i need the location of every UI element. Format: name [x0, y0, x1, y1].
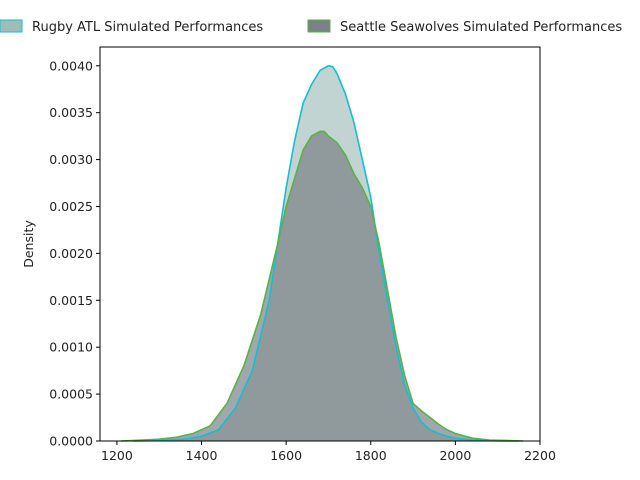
y-tick-label: 0.0035 [49, 105, 93, 120]
plot-frame [99, 46, 541, 442]
density-line-series-2 [121, 130, 524, 442]
x-axis: 1200 1400 1600 1800 2000 2200 [101, 441, 556, 463]
legend-label-series-2: Seattle Seawolves Simulated Performances [340, 20, 622, 35]
y-tick-label: 0.0010 [49, 340, 93, 355]
y-axis: 0.0000 0.0005 0.0010 0.0015 0.0020 0.0025 0.00… [49, 58, 100, 449]
legend-swatch-series-1 [0, 19, 23, 33]
y-tick-label: 0.0030 [49, 152, 93, 167]
density-lines [121, 64, 524, 442]
legend-label-series-1: Rugby ATL Simulated Performances [32, 20, 263, 35]
y-axis-label: Density [21, 220, 36, 268]
legend: Rugby ATL Simulated Performances Seattle … [0, 19, 622, 35]
density-areas [121, 65, 524, 441]
y-tick-label: 0.0020 [49, 246, 93, 261]
x-tick-label: 1600 [270, 448, 302, 463]
x-tick-label: 1400 [186, 448, 218, 463]
density-line-series-1 [133, 64, 519, 442]
density-area-series-2 [121, 131, 524, 441]
x-tick-label: 2200 [524, 448, 556, 463]
y-tick-label: 0.0005 [49, 387, 93, 402]
y-tick-label: 0.0000 [49, 434, 93, 449]
x-tick-label: 1800 [355, 448, 387, 463]
legend-swatch-series-2 [307, 19, 331, 33]
y-tick-label: 0.0040 [49, 58, 93, 73]
x-tick-label: 2000 [439, 448, 471, 463]
x-tick-label: 1200 [101, 448, 133, 463]
y-tick-label: 0.0025 [49, 199, 93, 214]
y-tick-label: 0.0015 [49, 293, 93, 308]
